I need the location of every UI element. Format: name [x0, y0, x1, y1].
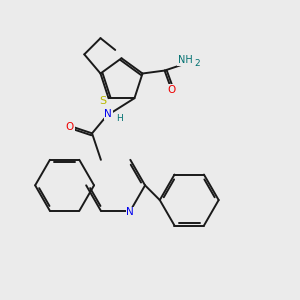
Text: N: N — [127, 207, 134, 217]
Text: H: H — [116, 114, 122, 123]
Text: NH: NH — [178, 55, 193, 65]
Text: S: S — [99, 96, 106, 106]
Text: 2: 2 — [195, 59, 200, 68]
Text: O: O — [168, 85, 176, 95]
Text: O: O — [66, 122, 74, 132]
Text: N: N — [104, 109, 112, 119]
